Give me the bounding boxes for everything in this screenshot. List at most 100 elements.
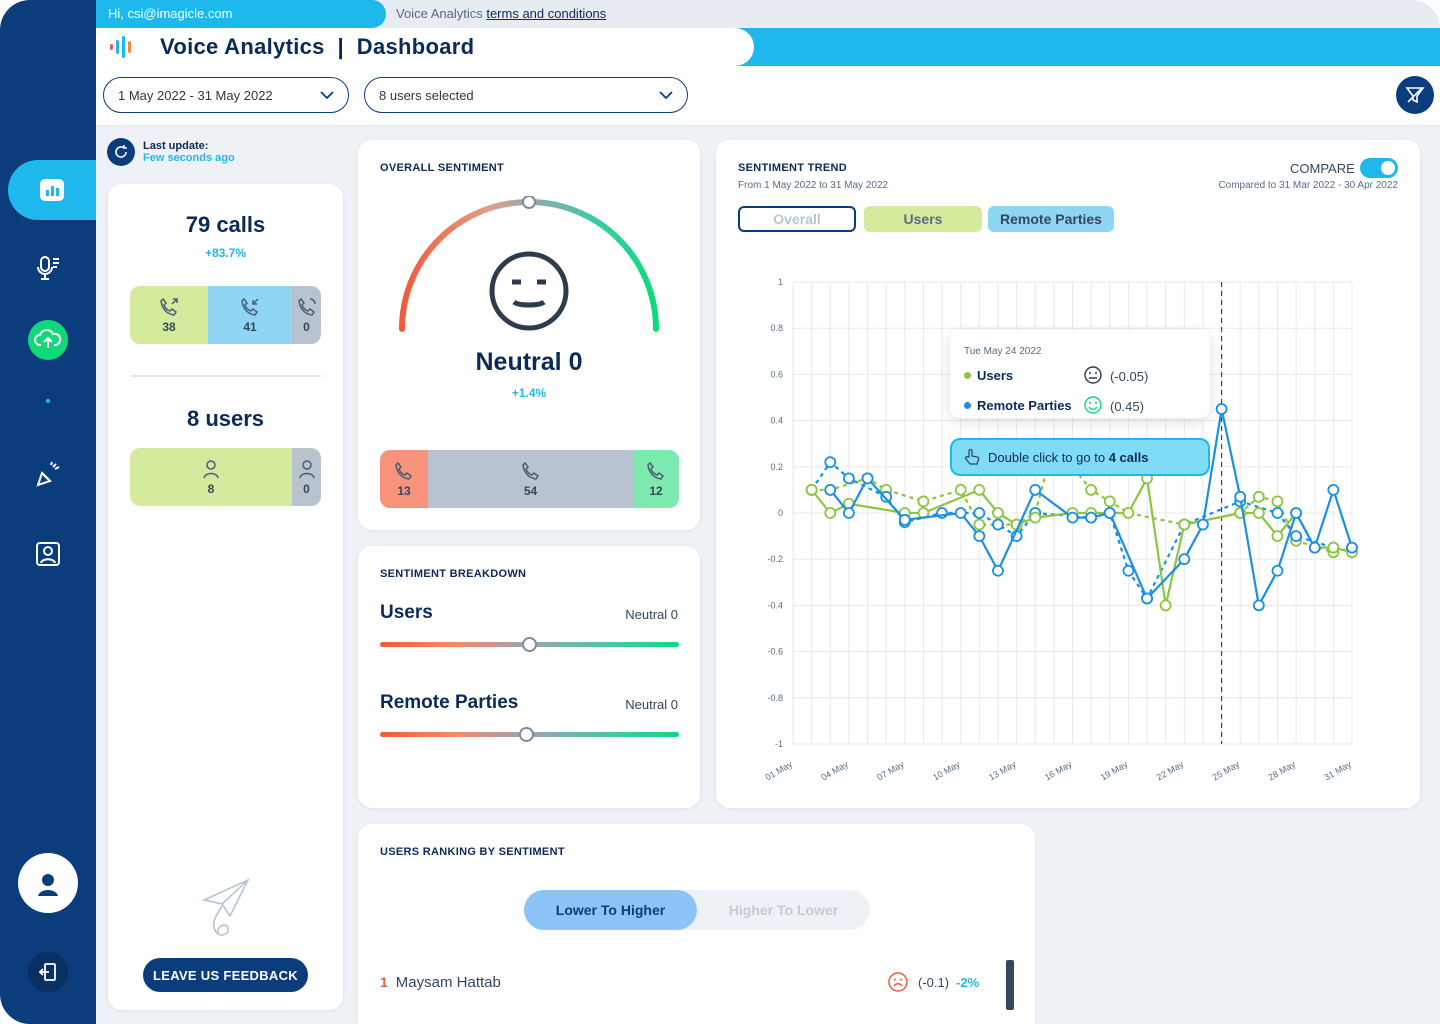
tab-remote-parties[interactable]: Remote Parties xyxy=(988,206,1114,232)
tooltip-users-row: Users xyxy=(964,368,1013,383)
users-dropdown[interactable]: 8 users selected xyxy=(364,77,688,113)
data-point xyxy=(954,507,967,519)
filter-bar: 1 May 2022 - 31 May 2022 8 users selecte… xyxy=(96,66,1440,126)
calls-incoming-segment[interactable]: 41 xyxy=(208,286,292,344)
phone-incoming-icon xyxy=(241,297,259,316)
data-point xyxy=(1085,483,1098,496)
series-line xyxy=(810,474,1353,606)
sidebar-item-alerts[interactable] xyxy=(0,444,96,504)
sentiment-breakdown-title: SENTIMENT BREAKDOWN xyxy=(380,568,527,580)
sidebar-item-upload[interactable] xyxy=(0,310,96,370)
data-point xyxy=(954,483,967,496)
contact-card-icon xyxy=(36,542,60,566)
refresh-button[interactable] xyxy=(107,138,135,166)
sidebar xyxy=(0,0,96,1024)
dashboard-content: Last update: Few seconds ago 79 calls +8… xyxy=(96,126,1440,1024)
x-tick-label: 31 May xyxy=(1322,759,1353,783)
avatar[interactable] xyxy=(18,853,78,913)
x-tick-label: 28 May xyxy=(1267,759,1298,783)
data-point xyxy=(1029,511,1042,524)
sidebar-item-contacts[interactable] xyxy=(0,524,96,584)
neutral-calls-segment[interactable]: 54 xyxy=(428,450,633,508)
x-tick-label: 25 May xyxy=(1211,759,1242,783)
date-range-value: 1 May 2022 - 31 May 2022 xyxy=(118,87,273,103)
sidebar-item-dashboard[interactable] xyxy=(8,160,96,220)
calls-other-segment[interactable]: 0 xyxy=(292,286,321,344)
refresh-icon xyxy=(115,145,127,158)
ranking-score: (-0.1) xyxy=(918,974,950,990)
data-point xyxy=(1252,599,1265,612)
sort-higher-to-lower[interactable]: Higher To Lower xyxy=(728,902,839,918)
neutral-face-icon xyxy=(489,251,569,331)
ranking-delta: -2% xyxy=(956,974,980,990)
negative-calls-segment[interactable]: 13 xyxy=(380,450,428,508)
data-point xyxy=(1103,495,1116,508)
terms-prefix: Voice Analytics xyxy=(396,6,487,21)
compare-subtitle: Compared to 31 Mar 2022 - 30 Apr 2022 xyxy=(1218,180,1398,191)
data-point xyxy=(842,472,855,485)
calls-other-count: 0 xyxy=(303,320,310,334)
data-point xyxy=(1252,490,1265,503)
ranking-row[interactable]: 1 Maysam Hattab (-0.1) -2% xyxy=(380,964,1010,1000)
date-range-dropdown[interactable]: 1 May 2022 - 31 May 2022 xyxy=(103,77,349,113)
users-legend-dot xyxy=(964,372,971,379)
y-tick-label: -1 xyxy=(775,739,783,749)
overall-sentiment-card: OVERALL SENTIMENT Neutral 0 +1.4% 13 xyxy=(358,140,700,530)
x-tick-label: 13 May xyxy=(987,759,1018,783)
logout-icon xyxy=(38,963,56,981)
data-point xyxy=(1215,403,1228,415)
breakdown-users-slider xyxy=(380,637,679,652)
sidebar-item-transcriptions[interactable] xyxy=(0,238,96,298)
tab-overall[interactable]: Overall xyxy=(738,206,856,232)
sort-lower-to-higher[interactable]: Lower To Higher xyxy=(524,890,697,930)
data-point xyxy=(805,483,818,496)
compare-toggle[interactable] xyxy=(1360,158,1398,178)
clear-filter-button[interactable] xyxy=(1396,76,1434,114)
sentiment-calls-bar: 13 54 12 xyxy=(380,450,679,508)
tooltip-remote-row: Remote Parties xyxy=(964,398,1072,413)
sort-toggle: Lower To Higher Higher To Lower xyxy=(524,890,870,930)
user-greeting: Hi, csi@imagicle.com xyxy=(96,0,386,28)
overall-sentiment-delta: +1.4% xyxy=(511,386,547,400)
calls-delta: +83.7% xyxy=(204,246,247,260)
terms-link[interactable]: terms and conditions xyxy=(486,6,607,21)
data-point xyxy=(1290,507,1302,519)
chart-tooltip: Tue May 24 2022 Users (-0.05) Remote Par… xyxy=(950,330,1210,418)
tooltip-open-calls-action[interactable]: Double click to go to 4 calls xyxy=(950,438,1210,476)
phone-outgoing-icon xyxy=(160,297,178,316)
users-active-segment[interactable]: 8 xyxy=(130,448,292,506)
data-point xyxy=(1271,564,1284,577)
users-selected-value: 8 users selected xyxy=(379,87,474,103)
data-point xyxy=(1029,483,1042,496)
filter-clear-icon xyxy=(1405,87,1425,104)
breakdown-users-value: Neutral 0 xyxy=(625,607,678,622)
positive-calls-segment[interactable]: 12 xyxy=(633,450,679,508)
mic-list-icon xyxy=(37,256,59,280)
leave-feedback-button[interactable]: LEAVE US FEEDBACK xyxy=(143,958,308,992)
data-point xyxy=(1271,530,1284,543)
data-point xyxy=(973,483,986,496)
summary-card: 79 calls +83.7% 38 41 0 8 users 8 xyxy=(108,184,343,1010)
calls-breakdown-bar: 38 41 0 xyxy=(130,286,321,344)
cloud-upload-icon xyxy=(28,320,68,360)
megaphone-icon xyxy=(36,461,60,487)
sentiment-breakdown-card: SENTIMENT BREAKDOWN Users Neutral 0 Remo… xyxy=(358,546,700,808)
users-inactive-segment[interactable]: 0 xyxy=(292,448,321,506)
tab-users[interactable]: Users xyxy=(864,206,982,232)
phone-icon xyxy=(647,461,665,480)
tooltip-date: Tue May 24 2022 xyxy=(964,346,1042,357)
sentiment-trend-chart[interactable]: 1 0.8 0.6 0.4 0.2 0 -0.2 -0.4 -0.6 -0.8 -1 01 May 04… xyxy=(716,260,1420,790)
ranking-scrollbar[interactable] xyxy=(1006,960,1014,1010)
tooltip-remote-label: Remote Parties xyxy=(977,398,1072,413)
calls-outgoing-segment[interactable]: 38 xyxy=(130,286,208,344)
data-point xyxy=(842,507,855,519)
y-tick-label: 0.2 xyxy=(770,462,783,472)
sentiment-gauge xyxy=(399,196,659,332)
logout-button[interactable] xyxy=(28,952,68,992)
data-point xyxy=(1290,530,1302,543)
data-point xyxy=(1197,518,1209,531)
x-tick-label: 07 May xyxy=(875,759,906,783)
x-tick-label: 19 May xyxy=(1099,759,1130,783)
last-update: Last update: Few seconds ago xyxy=(107,138,235,166)
remote-legend-dot xyxy=(964,402,971,409)
